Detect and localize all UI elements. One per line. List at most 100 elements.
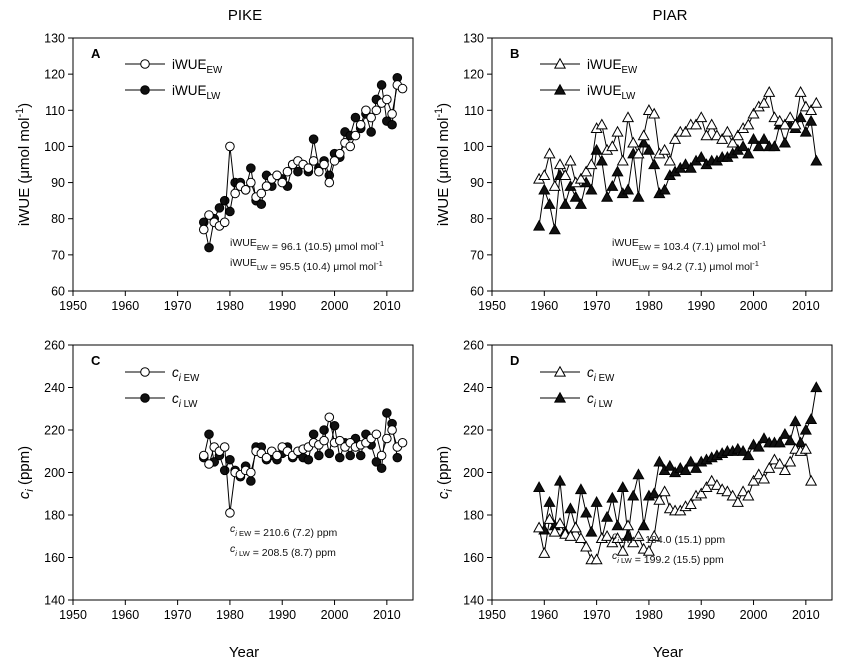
data-point — [376, 80, 387, 90]
data-point — [768, 140, 781, 152]
data-point — [319, 435, 329, 446]
x-tick-label: 1990 — [687, 299, 715, 313]
data-point — [757, 132, 771, 144]
plot-frame — [491, 37, 833, 292]
data-point — [246, 467, 256, 478]
data-point — [616, 481, 629, 493]
x-tick-label: 2000 — [740, 299, 768, 313]
stat-annotation: iWUELW = 94.2 (7.1) μmol mol-1 — [612, 257, 759, 273]
legend-marker — [553, 57, 567, 69]
data-point — [225, 141, 235, 152]
legend: iWUEEW iWUELW — [125, 57, 223, 102]
data-point — [684, 498, 697, 510]
y-tick-label: 140 — [463, 594, 484, 608]
data-point — [538, 547, 551, 558]
data-point — [366, 112, 376, 123]
data-point — [277, 177, 288, 188]
data-point — [757, 432, 771, 444]
data-point — [595, 118, 608, 130]
data-point — [773, 436, 786, 448]
x-tick-label: 1960 — [530, 608, 558, 622]
y-tick-label: 70 — [51, 248, 65, 262]
data-point — [329, 420, 340, 431]
panel-letter: C — [91, 353, 101, 368]
data-point — [559, 169, 572, 181]
x-tick-label: 1960 — [111, 299, 139, 313]
data-point — [256, 188, 267, 199]
data-point — [553, 474, 567, 486]
data-point — [397, 437, 408, 448]
data-point — [585, 183, 598, 195]
x-tick-label: 2000 — [321, 608, 349, 622]
x-tick-label: 2010 — [792, 299, 820, 313]
data-point — [601, 510, 614, 522]
data-point — [303, 163, 314, 173]
data-point — [778, 464, 791, 476]
stat-annotation: ci EW = 210.6 (7.2) ppm — [230, 523, 338, 539]
data-point — [648, 158, 661, 170]
data-point — [198, 450, 209, 461]
y-tick-label: 220 — [463, 424, 484, 438]
panel-c: 1950 1960 1970 1980 1990 2000 2010 140 160 180 200… — [16, 339, 414, 622]
data-point — [611, 125, 624, 137]
site-title-left: PIKE — [228, 7, 262, 24]
data-point — [731, 129, 744, 141]
data-point — [663, 154, 676, 166]
y-tick-label: 110 — [464, 104, 484, 118]
data-point — [382, 408, 392, 418]
data-point — [585, 158, 598, 170]
data-point — [679, 464, 692, 476]
data-point — [261, 452, 272, 463]
y-tick-label: 180 — [463, 509, 484, 523]
data-point — [648, 487, 661, 499]
data-point — [700, 129, 713, 141]
data-point — [219, 442, 230, 452]
data-point — [564, 502, 577, 514]
legend-marker — [553, 83, 567, 95]
data-point — [658, 143, 671, 155]
x-axis-label-right: Year — [653, 644, 683, 661]
data-point — [742, 118, 755, 130]
data-point — [282, 166, 293, 177]
data-point — [799, 423, 812, 435]
data-point — [784, 455, 797, 467]
data-point — [355, 119, 366, 130]
data-point — [366, 127, 376, 137]
data-point — [747, 107, 760, 119]
data-point — [601, 530, 614, 541]
data-point — [204, 429, 214, 440]
data-point — [574, 172, 587, 184]
data-point — [757, 472, 771, 484]
x-tick-label: 2000 — [321, 299, 349, 313]
data-point — [721, 125, 734, 137]
data-point — [778, 118, 791, 130]
data-point — [684, 455, 697, 467]
x-tick-label: 2010 — [373, 608, 401, 622]
panel-letter: D — [510, 353, 519, 368]
y-axis-label: ci (ppm) — [16, 446, 36, 499]
x-tick-label: 1970 — [583, 299, 611, 313]
data-point — [543, 147, 556, 159]
stat-annotation: iWUELW = 95.5 (10.4) μmol mol-1 — [230, 257, 383, 273]
legend-label: ci LW — [587, 391, 613, 410]
data-point — [543, 496, 556, 507]
data-point — [204, 210, 214, 220]
data-point — [726, 136, 739, 148]
x-tick-label: 1990 — [687, 608, 715, 622]
data-point — [616, 154, 629, 166]
panel-letter: B — [510, 46, 519, 61]
data-point — [533, 219, 546, 231]
legend-label: iWUELW — [172, 83, 221, 102]
data-point — [737, 485, 750, 497]
data-point — [538, 169, 551, 181]
data-point — [569, 190, 582, 202]
legend-marker — [140, 85, 150, 95]
x-tick-label: 1970 — [164, 608, 192, 622]
data-point — [559, 198, 572, 209]
panel-b: 1950 1960 1970 1980 1990 2000 2010 60 70 80 90 100 1… — [433, 32, 833, 313]
data-point — [314, 166, 324, 177]
data-point — [355, 450, 366, 461]
site-title-right: PIAR — [652, 7, 687, 24]
data-point — [632, 190, 645, 202]
